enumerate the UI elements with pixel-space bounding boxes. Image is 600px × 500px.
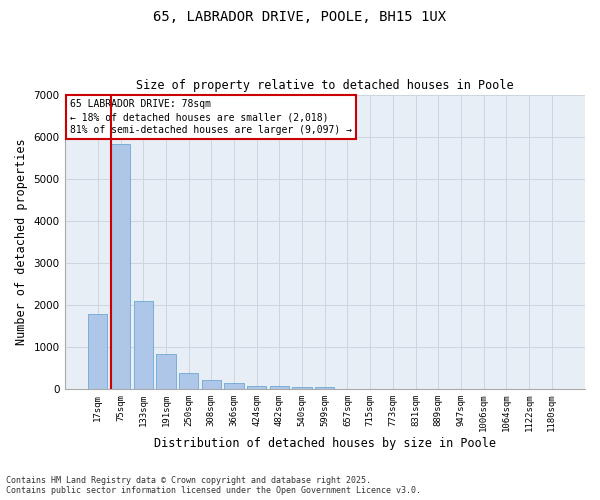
Bar [202,380,221,389]
Bar [270,386,289,389]
Y-axis label: Number of detached properties: Number of detached properties [15,138,28,345]
Bar [156,354,176,389]
Text: 65 LABRADOR DRIVE: 78sqm
← 18% of detached houses are smaller (2,018)
81% of sem: 65 LABRADOR DRIVE: 78sqm ← 18% of detach… [70,99,352,136]
Bar [111,144,130,389]
Bar [315,387,334,389]
Bar [247,386,266,389]
Title: Size of property relative to detached houses in Poole: Size of property relative to detached ho… [136,79,514,92]
X-axis label: Distribution of detached houses by size in Poole: Distribution of detached houses by size … [154,437,496,450]
Bar [88,314,107,389]
Text: Contains HM Land Registry data © Crown copyright and database right 2025.
Contai: Contains HM Land Registry data © Crown c… [6,476,421,495]
Bar [134,301,153,389]
Text: 65, LABRADOR DRIVE, POOLE, BH15 1UX: 65, LABRADOR DRIVE, POOLE, BH15 1UX [154,10,446,24]
Bar [224,384,244,389]
Bar [179,373,198,389]
Bar [292,386,312,389]
